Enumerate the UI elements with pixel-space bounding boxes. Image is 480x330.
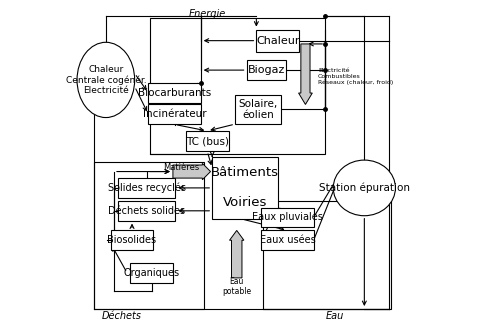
- FancyBboxPatch shape: [118, 201, 175, 221]
- FancyBboxPatch shape: [148, 104, 201, 124]
- Text: Eau: Eau: [326, 311, 344, 320]
- FancyBboxPatch shape: [131, 263, 173, 283]
- Text: Eaux pluviales: Eaux pluviales: [252, 213, 323, 222]
- Text: Biosolides: Biosolides: [108, 235, 156, 245]
- Text: Chaleur: Chaleur: [256, 36, 300, 46]
- FancyBboxPatch shape: [235, 95, 281, 124]
- Text: Chaleur
Centrale cogénér.
Electricité: Chaleur Centrale cogénér. Electricité: [66, 65, 146, 95]
- Ellipse shape: [77, 42, 134, 117]
- Text: Déchets solides: Déchets solides: [108, 206, 185, 216]
- Text: Matières: Matières: [163, 163, 199, 173]
- Text: Solaire,
éolien: Solaire, éolien: [239, 99, 277, 120]
- Text: Biocarburants: Biocarburants: [138, 88, 211, 98]
- FancyBboxPatch shape: [261, 230, 313, 250]
- FancyBboxPatch shape: [111, 230, 153, 250]
- Text: TC (bus): TC (bus): [186, 136, 229, 146]
- FancyBboxPatch shape: [261, 208, 313, 227]
- FancyBboxPatch shape: [212, 157, 277, 219]
- Text: Solides recyclés: Solides recyclés: [108, 183, 186, 193]
- Text: Incinérateur: Incinérateur: [143, 109, 206, 119]
- FancyBboxPatch shape: [247, 60, 286, 80]
- FancyBboxPatch shape: [118, 178, 175, 198]
- Ellipse shape: [333, 160, 396, 216]
- FancyBboxPatch shape: [148, 83, 201, 103]
- Text: Electricité
Combustibles
Réseaux (chaleur, froid): Electricité Combustibles Réseaux (chaleu…: [318, 68, 393, 85]
- FancyBboxPatch shape: [186, 131, 228, 151]
- Text: Eau
potable: Eau potable: [222, 277, 252, 296]
- FancyArrow shape: [299, 44, 312, 105]
- Text: Déchets: Déchets: [102, 311, 142, 320]
- Text: Energie: Energie: [189, 10, 226, 19]
- Text: Station épuration: Station épuration: [319, 183, 410, 193]
- Text: Organiques: Organiques: [123, 268, 180, 278]
- Text: Biogaz: Biogaz: [248, 65, 285, 75]
- FancyBboxPatch shape: [256, 29, 299, 52]
- Text: Bâtiments

Voiries: Bâtiments Voiries: [211, 166, 279, 210]
- FancyArrow shape: [173, 163, 211, 180]
- FancyArrow shape: [229, 230, 244, 278]
- Text: Eaux usées: Eaux usées: [260, 235, 315, 245]
